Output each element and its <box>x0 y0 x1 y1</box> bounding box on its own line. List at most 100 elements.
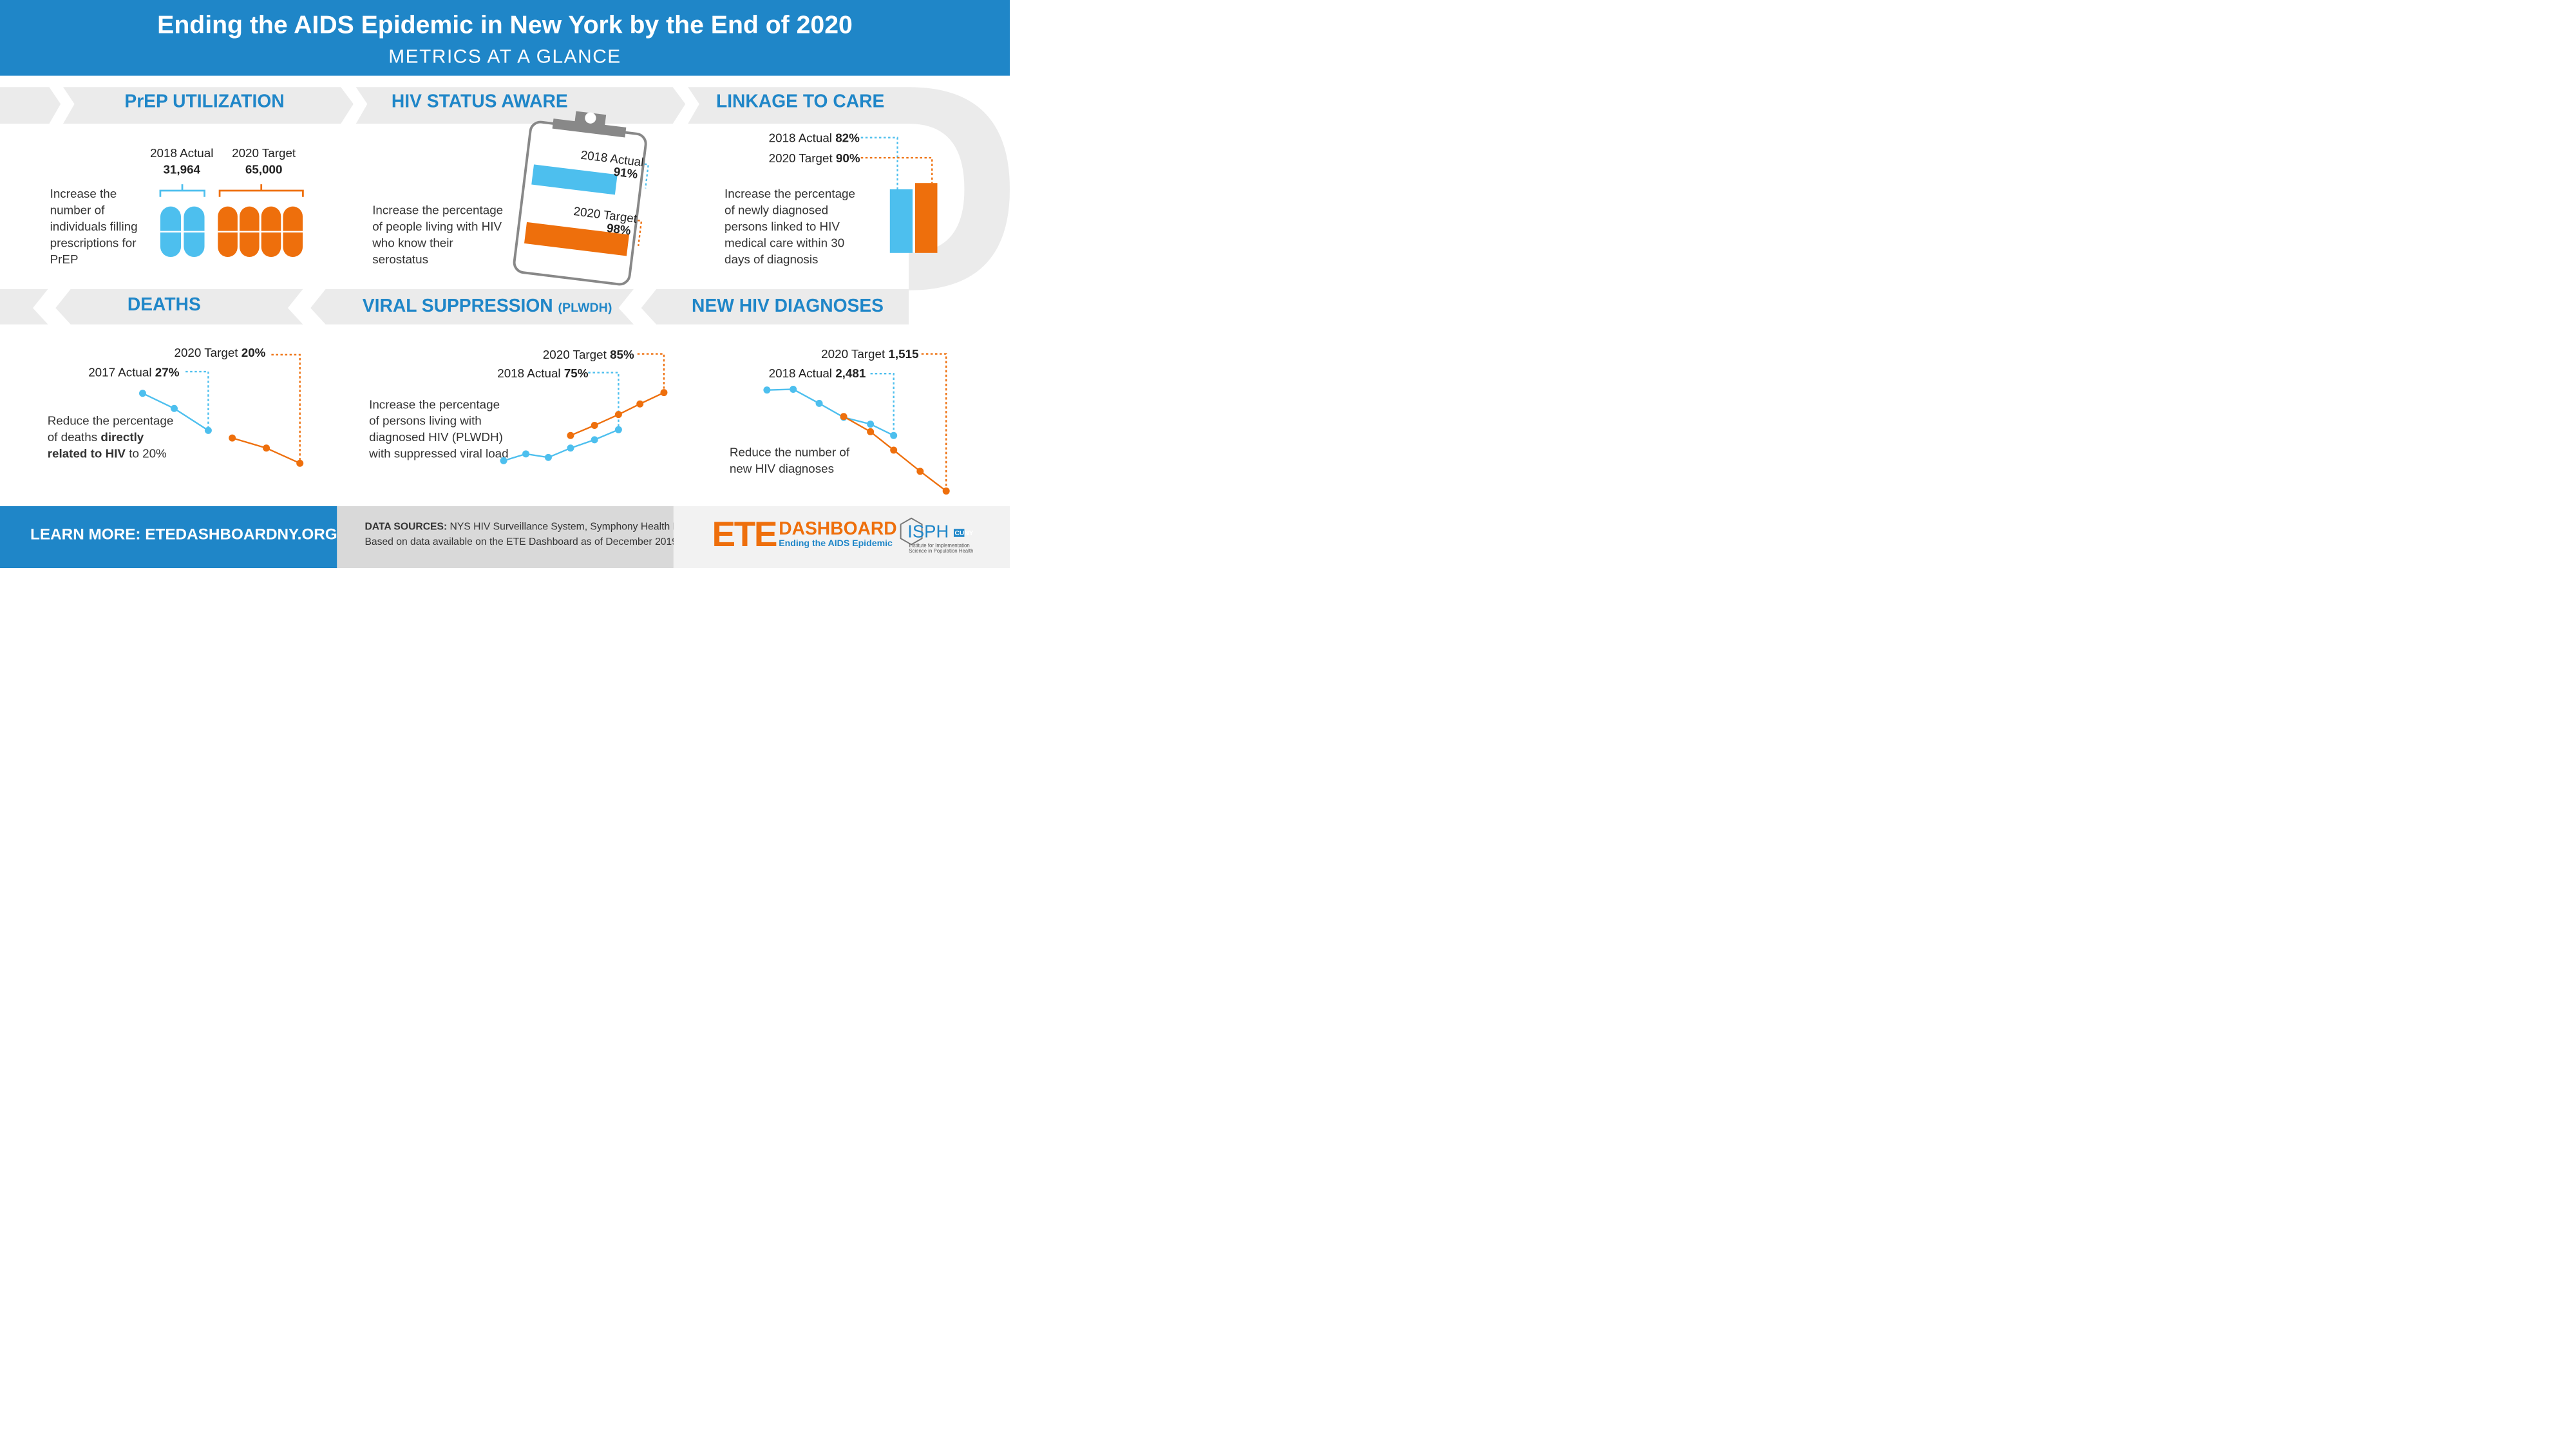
ete-dashboard-logo[interactable]: ETE DASHBOARD Ending the AIDS Epidemic <box>712 514 897 554</box>
viral-actual-point <box>567 444 574 452</box>
arrow-bands <box>0 87 1010 325</box>
diagnoses-actual-label: 2018 Actual <box>768 366 832 381</box>
linkage-actual-bar <box>889 189 913 253</box>
status-title: HIV STATUS AWARE <box>391 91 568 111</box>
diagnoses-actual-point <box>867 421 875 428</box>
viral-target-value: 85% <box>610 348 634 362</box>
diagnoses-actual-point <box>890 431 898 439</box>
status-target-value: 98% <box>606 221 632 237</box>
deaths-target-value: 20% <box>241 346 266 360</box>
isph-hexagon-icon <box>900 517 923 545</box>
diagnoses-target-value: 1,515 <box>888 347 919 361</box>
prep-description: Increase the number of individuals filli… <box>50 187 138 267</box>
prep-actual-value: 31,964 <box>163 163 201 177</box>
viral-target: 2020 Target 85% <box>543 348 634 362</box>
clipboard-clip <box>552 111 627 138</box>
diagnoses-actual-value: 2,481 <box>835 366 866 381</box>
diagnoses-target-line <box>843 415 947 492</box>
status-actual-leader <box>644 163 650 189</box>
linkage-bar-chart <box>860 137 938 253</box>
deaths-title: DEATHS <box>127 294 201 315</box>
linkage-target-value: 90% <box>835 151 860 166</box>
page-title: Ending the AIDS Epidemic in New York by … <box>157 10 853 39</box>
viral-actual-point <box>614 426 622 433</box>
diagnoses-target-label: 2020 Target <box>821 347 886 361</box>
viral-line-chart <box>500 353 668 464</box>
viral-actual-point <box>500 457 507 464</box>
status-target-leader <box>638 220 643 247</box>
page-subtitle: METRICS AT A GLANCE <box>388 45 621 68</box>
viral-target-point <box>567 431 574 439</box>
linkage-target: 2020 Target 90% <box>769 151 860 166</box>
linkage-actual-label: 2018 Actual <box>768 131 832 146</box>
deaths-target-leader <box>271 354 301 464</box>
deaths-target-point <box>229 434 236 442</box>
status-actual-bar <box>531 164 618 195</box>
diagnoses-actual-leader <box>870 372 895 436</box>
curve-band <box>909 87 1010 290</box>
status-target-bar <box>524 222 629 256</box>
linkage-actual-leader <box>860 137 898 189</box>
diagnoses-target-point <box>942 487 950 495</box>
diagnoses-actual: 2018 Actual 2,481 <box>769 366 866 381</box>
prep-target-bracket <box>218 184 304 197</box>
viral-actual-line <box>503 429 619 462</box>
diagnoses-target-point <box>916 468 924 475</box>
diagnoses-actual-point <box>763 386 771 394</box>
isph-logo[interactable]: ISPH CUNY <box>907 521 974 542</box>
clipboard-chart: 2018 Actual 91% 2020 Target 98% <box>513 111 650 286</box>
footer-learn-more-panel <box>0 506 337 568</box>
linkage-actual-value: 82% <box>835 131 860 146</box>
deaths-actual-point <box>170 404 178 412</box>
deaths-actual-line <box>142 392 209 431</box>
chevron-band-7 <box>55 289 303 325</box>
diagnoses-title: NEW HIV DIAGNOSES <box>692 296 884 316</box>
chevron-band-8 <box>0 289 48 325</box>
deaths-actual-label: 2017 Actual <box>88 366 152 379</box>
linkage-title: LINKAGE TO CARE <box>715 91 885 111</box>
prep-actual-pills <box>160 206 205 258</box>
diagnoses-actual-line <box>766 388 895 437</box>
prep-target-value: 65,000 <box>245 163 283 177</box>
viral-actual-label: 2018 Actual <box>497 366 561 381</box>
deaths-actual-point <box>138 390 146 397</box>
deaths-target-point <box>296 459 304 467</box>
diagnoses-target-leader <box>921 353 947 491</box>
linkage-actual: 2018 Actual 82% <box>769 131 860 146</box>
diagnoses-target-point <box>840 413 848 421</box>
deaths-target: 2020 Target 20% <box>174 346 265 360</box>
chevron-band-2 <box>63 87 354 124</box>
prep-title: PrEP UTILIZATION <box>124 91 285 111</box>
status-description: Increase the percentage of people living… <box>372 203 504 267</box>
viral-description: Increase the percentage of persons livin… <box>369 397 509 461</box>
deaths-actual-value: 27% <box>155 366 180 379</box>
prep-pill-chart <box>159 184 304 258</box>
viral-actual-point <box>544 453 552 461</box>
viral-target-label: 2020 Target <box>542 348 607 362</box>
learn-more-link[interactable]: LEARN MORE: ETEDASHBOARDNY.ORG <box>30 525 337 543</box>
viral-target-point <box>614 411 622 419</box>
diagnoses-description: Reduce the number of new HIV diagnoses <box>729 446 850 476</box>
diagnoses-target: 2020 Target 1,515 <box>821 347 918 361</box>
prep-actual-label: 2018 Actual <box>150 146 214 160</box>
chevron-band-5 <box>641 289 909 325</box>
viral-target-point <box>636 400 644 408</box>
deaths-target-point <box>263 444 270 452</box>
viral-actual-point <box>522 450 530 458</box>
diagnoses-target-point <box>890 446 898 454</box>
deaths-actual: 2017 Actual 27% <box>88 366 179 380</box>
diagnoses-actual-point <box>815 399 823 407</box>
linkage-target-bar <box>915 183 938 253</box>
deaths-actual-leader <box>185 370 209 431</box>
status-actual-value: 91% <box>613 165 639 181</box>
viral-target-point <box>660 389 668 397</box>
viral-actual-value: 75% <box>564 366 589 381</box>
viral-actual-leader <box>588 372 620 430</box>
footer-sources-panel <box>337 506 674 568</box>
chevron-band-1 <box>0 87 61 124</box>
prep-target-pills <box>218 206 303 258</box>
viral-title: VIRAL SUPPRESSION (PLWDH) <box>362 296 612 316</box>
header-banner <box>0 0 1010 76</box>
data-sources: DATA SOURCES: NYS HIV Surveillance Syste… <box>365 520 697 547</box>
diagnoses-target-point <box>867 428 875 435</box>
